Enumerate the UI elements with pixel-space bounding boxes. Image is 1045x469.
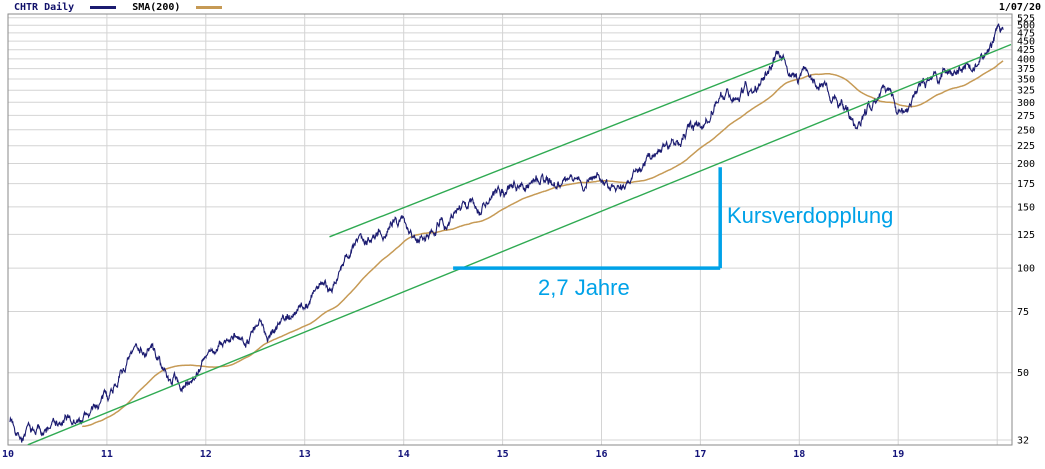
svg-text:400: 400 <box>1017 54 1035 65</box>
svg-text:19: 19 <box>892 449 904 460</box>
legend-sma-label: SMA(200) <box>132 2 181 13</box>
svg-text:275: 275 <box>1017 111 1035 122</box>
svg-text:32: 32 <box>1017 436 1029 447</box>
svg-text:14: 14 <box>398 449 410 460</box>
price-line-swatch <box>90 6 117 9</box>
svg-text:150: 150 <box>1017 202 1035 213</box>
svg-text:12: 12 <box>200 449 212 460</box>
annotation-duration: 2,7 Jahre <box>538 275 630 300</box>
svg-text:18: 18 <box>793 449 805 460</box>
svg-text:250: 250 <box>1017 125 1035 136</box>
svg-text:450: 450 <box>1017 37 1035 48</box>
svg-text:200: 200 <box>1017 159 1035 170</box>
svg-text:11: 11 <box>101 449 113 460</box>
svg-text:425: 425 <box>1017 45 1035 56</box>
svg-text:15: 15 <box>497 449 509 460</box>
svg-text:50: 50 <box>1017 368 1029 379</box>
svg-text:375: 375 <box>1017 64 1035 75</box>
svg-text:75: 75 <box>1017 307 1029 318</box>
svg-text:325: 325 <box>1017 86 1035 97</box>
svg-text:125: 125 <box>1017 230 1035 241</box>
svg-text:300: 300 <box>1017 98 1035 109</box>
svg-text:475: 475 <box>1017 28 1035 39</box>
svg-text:175: 175 <box>1017 179 1035 190</box>
chart-legend: CHTR Daily SMA(200) <box>14 2 228 13</box>
svg-text:525: 525 <box>1017 13 1035 24</box>
svg-text:100: 100 <box>1017 264 1035 275</box>
svg-text:500: 500 <box>1017 21 1035 32</box>
svg-text:17: 17 <box>694 449 706 460</box>
svg-text:225: 225 <box>1017 141 1035 152</box>
svg-text:13: 13 <box>299 449 311 460</box>
chart-date-label: 1/07/20 <box>998 2 1041 13</box>
annotation-kursverdopplung: Kursverdopplung <box>727 203 894 228</box>
sma-line-swatch <box>196 6 223 9</box>
legend-symbol-label: CHTR Daily <box>14 2 75 13</box>
svg-text:10: 10 <box>2 449 14 460</box>
svg-text:16: 16 <box>595 449 607 460</box>
svg-text:350: 350 <box>1017 75 1035 86</box>
